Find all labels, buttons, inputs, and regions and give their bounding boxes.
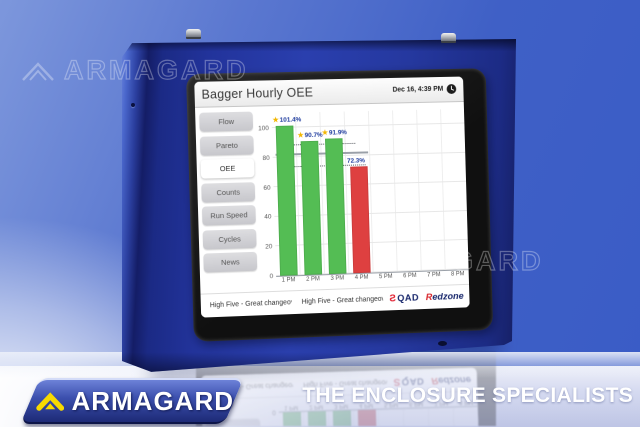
sidebar-item-cycles[interactable]: Cycles [202,228,257,250]
bar-2pm [300,140,322,275]
oee-bar-chart: 0 20 40 60 80 100 [255,102,470,291]
bar-value-label: ★101.4% [272,116,302,124]
plot-area: ★101.4% ★90.7% ★91.9% ★72.3% [271,108,470,277]
ticker-item: High Five - Great changeover team! [207,298,292,311]
brand-text: ARMAGARD [71,385,234,416]
x-tick: 4 PM [354,274,369,282]
y-tick: 0 [269,273,274,281]
page-title: Bagger Hourly OEE [201,84,314,102]
star-icon: ★ [297,132,304,140]
x-tick: 6 PM [403,272,417,280]
dashboard-screen: Bagger Hourly OEE Dec 16, 4:39 PM Flow P… [194,76,470,318]
cable-gland [186,29,201,39]
x-tick: 5 PM [378,273,393,281]
redzone-logo: Redzone [425,290,464,304]
bar-value-label: ★72.3% [346,157,366,166]
star-icon: ★ [272,116,279,124]
y-tick: 100 [258,125,269,133]
armagard-logo-icon [36,392,65,411]
screen-body: Flow Pareto OEE Counts Run Speed Cycles … [195,102,470,294]
bar-1pm [275,125,298,276]
sidebar-item-run-speed[interactable]: Run Speed [201,205,256,226]
clock-icon [446,84,457,95]
bottom-screw [438,341,447,346]
bar-3pm [324,138,346,275]
sidebar-item-flow[interactable]: Flow [199,111,254,132]
sidebar-item-news[interactable]: News [203,251,258,273]
sidebar-item-counts[interactable]: Counts [201,181,256,203]
y-tick: 60 [263,184,271,192]
x-tick: 7 PM [427,272,441,279]
x-tick: 2 PM [306,276,320,283]
y-tick: 40 [264,213,272,222]
vendor-logos: Ƨ QAD Redzone [389,291,464,305]
bar-4pm [349,166,371,274]
x-tick: 1 PM [281,277,296,284]
reference-line [284,142,356,146]
tablet-bezel: Bagger Hourly OEE Dec 16, 4:39 PM Flow P… [186,68,494,342]
y-tick: 20 [265,243,273,251]
cable-gland [441,33,456,43]
y-tick: 80 [262,154,270,162]
qad-mark-icon: Ƨ [389,293,397,305]
bar-value-label: ★90.7% [297,131,323,140]
sidebar-item-pareto[interactable]: Pareto [199,134,254,156]
side-screw [131,103,135,107]
armagard-chevron-icon [22,61,54,81]
sidebar-item-oee[interactable]: OEE [200,158,255,179]
sidebar: Flow Pareto OEE Counts Run Speed Cycles … [195,107,261,294]
armagard-banner: ARMAGARD [20,378,244,424]
x-tick: 3 PM [330,275,345,282]
tagline-text: THE ENCLOSURE SPECIALISTS [302,384,633,407]
bar-value-label: ★91.9% [321,129,348,137]
star-icon: ★ [321,129,329,137]
ticker-item: High Five - Great changeover team! [299,294,383,307]
datetime: Dec 16, 4:39 PM [392,84,457,96]
datetime-text: Dec 16, 4:39 PM [392,85,444,94]
x-tick: 8 PM [450,271,465,278]
qad-logo: Ƨ QAD [389,292,420,305]
